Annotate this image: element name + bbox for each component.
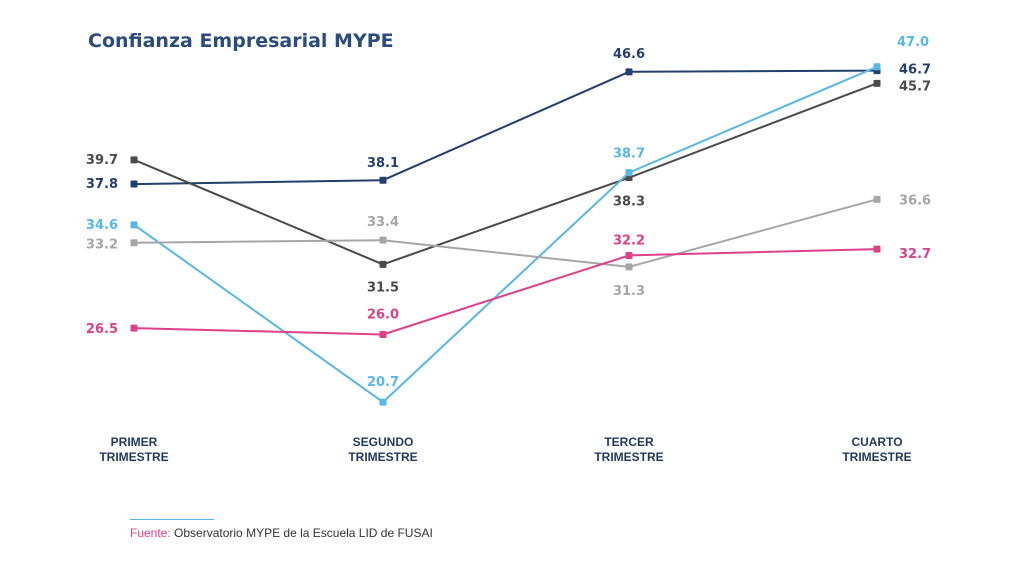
value-label-s2-p2: 31.5 xyxy=(367,280,399,295)
x-tick-label-4-line-2: TRIMESTRE xyxy=(842,450,911,464)
series-2-point-2 xyxy=(379,260,387,268)
series-5-point-4 xyxy=(873,245,881,253)
value-label-s5-p4: 32.7 xyxy=(899,247,931,262)
value-label-s3-p4: 47.0 xyxy=(897,35,929,50)
value-label-s4-p3: 31.3 xyxy=(613,284,645,299)
value-label-s1-p3: 46.6 xyxy=(613,47,645,62)
value-label-s2-p3: 38.3 xyxy=(613,195,645,210)
value-label-s4-p2: 33.4 xyxy=(367,215,399,230)
series-3-point-4 xyxy=(873,63,881,71)
source-note: Fuente: Observatorio MYPE de la Escuela … xyxy=(130,526,433,540)
chart-title: Confianza Empresarial MYPE xyxy=(88,30,394,52)
x-tick-label-3-line-2: TRIMESTRE xyxy=(594,450,663,464)
value-label-s5-p2: 26.0 xyxy=(367,308,399,323)
value-label-s3-p2: 20.7 xyxy=(367,375,399,390)
value-label-s3-p1: 34.6 xyxy=(86,218,118,233)
x-tick-label-2-line-2: TRIMESTRE xyxy=(348,450,417,464)
x-tick-label-1-line-1: PRIMER xyxy=(111,435,158,449)
series-2-line xyxy=(133,82,878,266)
value-label-s5-p1: 26.5 xyxy=(86,322,118,337)
series-5-point-3 xyxy=(625,251,633,259)
series-4-point-1 xyxy=(130,239,138,247)
series-3-point-1 xyxy=(130,221,138,229)
series-2-point-4 xyxy=(873,79,881,87)
value-label-s1-p4: 46.7 xyxy=(899,63,931,78)
series-5-line xyxy=(133,248,878,336)
x-tick-label-2-line-1: SEGUNDO xyxy=(353,435,414,449)
series-4-point-3 xyxy=(625,263,633,271)
x-tick-label-4-line-1: CUARTO xyxy=(851,435,902,449)
series-4-point-4 xyxy=(873,195,881,203)
series-5-point-2 xyxy=(379,331,387,338)
value-label-s1-p1: 37.8 xyxy=(86,177,118,192)
source-divider xyxy=(130,519,214,520)
x-tick-label-1-line-2: TRIMESTRE xyxy=(99,450,168,464)
series-1-point-2 xyxy=(379,176,387,184)
value-label-s2-p4: 45.7 xyxy=(899,79,931,94)
x-tick-label-3-line-1: TERCER xyxy=(604,435,654,449)
value-label-s2-p1: 39.7 xyxy=(86,153,118,168)
series-1-point-3 xyxy=(625,68,633,76)
series-2-point-1 xyxy=(130,156,138,164)
value-label-s3-p3: 38.7 xyxy=(613,147,645,162)
series-1-point-1 xyxy=(130,180,138,188)
series-4-line xyxy=(133,198,878,268)
value-label-s5-p3: 32.2 xyxy=(613,233,645,248)
value-label-s4-p1: 33.2 xyxy=(86,238,118,253)
series-3-point-2 xyxy=(379,398,387,406)
series-4-point-2 xyxy=(379,236,387,244)
series-5-point-1 xyxy=(130,324,138,332)
source-text: Observatorio MYPE de la Escuela LID de F… xyxy=(170,526,433,540)
series-3-line xyxy=(133,65,878,404)
series-3-point-3 xyxy=(625,169,633,177)
series-1-line xyxy=(133,69,878,186)
value-label-s4-p4: 36.6 xyxy=(899,193,931,208)
value-label-s1-p2: 38.1 xyxy=(367,156,399,171)
source-label: Fuente: xyxy=(130,526,171,540)
